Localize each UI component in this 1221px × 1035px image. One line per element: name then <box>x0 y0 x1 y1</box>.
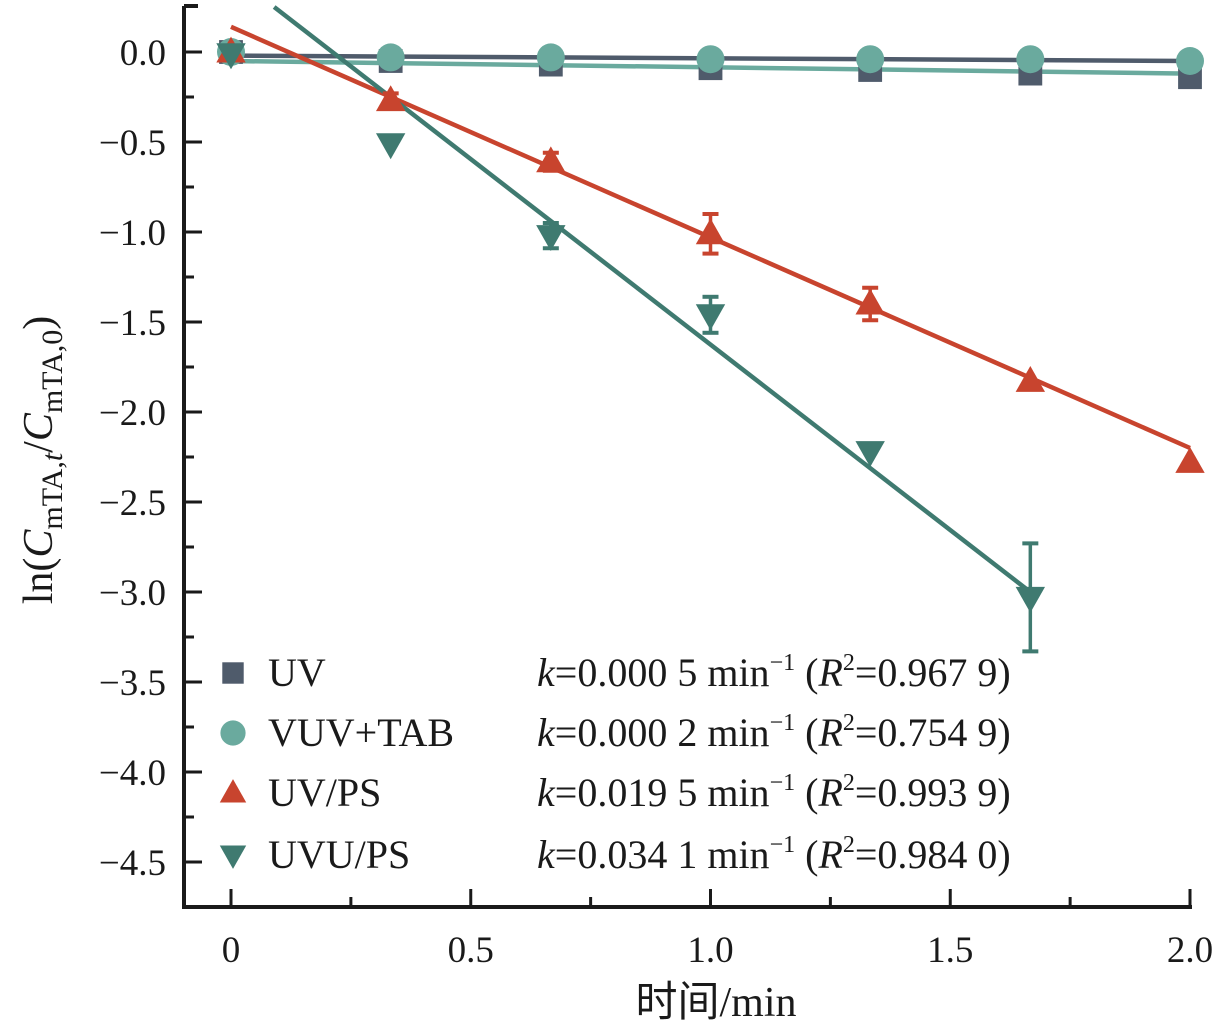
data-point-vuv-tab <box>1016 45 1045 74</box>
y-tick-label: −3.0 <box>99 573 166 614</box>
legend-marker-triangle-up <box>219 779 247 803</box>
y-tick-label: −2.5 <box>99 483 166 524</box>
data-point-uv-ps <box>1175 447 1205 473</box>
data-point-vuv-tab <box>376 43 405 72</box>
legend-label: UVU/PS <box>268 832 410 877</box>
legend-marker-circle <box>220 720 246 746</box>
rate-constant-annotation: k=0.034 1 min−1 (R2=0.984 0) <box>537 832 1011 877</box>
y-axis-title: ln(CmTA,t/CmTA,0) <box>16 316 69 605</box>
rate-constant-annotation: k=0.000 2 min−1 (R2=0.754 9) <box>537 710 1011 755</box>
data-point-vuv-tab <box>696 45 725 74</box>
data-point-uv-ps <box>536 146 566 173</box>
data-point-uvu-ps <box>855 441 885 467</box>
x-tick-label: 0 <box>222 930 241 971</box>
legend: UV k=0.000 5 min−1 (R2=0.967 9) VUV+TAB k=0… <box>219 650 1011 877</box>
y-tick-label: −1.5 <box>99 303 166 344</box>
data-point-vuv-tab <box>1176 47 1204 75</box>
data-point-vuv-tab <box>856 45 885 74</box>
data-point-uv-ps <box>695 218 726 245</box>
y-tick-label: 0.0 <box>120 33 166 74</box>
x-tick-label: 2.0 <box>1167 930 1213 971</box>
y-axis-title-text: ln(CmTA,t/CmTA,0) <box>16 316 69 605</box>
legend-label: VUV+TAB <box>268 710 454 755</box>
y-tick-label: −4.5 <box>99 843 166 884</box>
rate-constant-annotation: k=0.000 5 min−1 (R2=0.967 9) <box>537 650 1011 695</box>
x-tick-label: 1.0 <box>687 930 733 971</box>
data-point-vuv-tab <box>536 43 565 72</box>
data-point-uvu-ps <box>695 304 726 331</box>
x-tick-label: 0.5 <box>448 930 494 971</box>
data-point-uv-ps <box>1015 366 1046 392</box>
legend-label: UV/PS <box>268 770 381 815</box>
y-tick-label: −4.0 <box>99 753 166 794</box>
rate-constant-annotation: k=0.019 5 min−1 (R2=0.993 9) <box>537 770 1011 815</box>
data-point-uvu-ps <box>536 225 566 251</box>
data-point-uvu-ps <box>216 43 246 70</box>
y-tick-label: −1.0 <box>99 213 166 254</box>
data-point-uv-ps <box>375 85 406 112</box>
x-tick-label: 1.5 <box>927 930 973 971</box>
data-point-uvu-ps <box>375 133 406 160</box>
data-points <box>216 36 1205 654</box>
legend-item: UV k=0.000 5 min−1 (R2=0.967 9) <box>222 650 1011 695</box>
y-tick-label: −0.5 <box>99 123 166 164</box>
y-tick-label: −3.5 <box>99 663 166 704</box>
x-axis-title: 时间/min <box>635 980 796 1026</box>
axes: 0.0 −0.5 −1.0 −1.5 −2.0 −2.5 −3.0 −3.5 −4.0 −4.5 0… <box>99 4 1213 971</box>
legend-item: UV/PS k=0.019 5 min−1 (R2=0.993 9) <box>219 770 1011 815</box>
legend-marker-triangle-down <box>219 845 247 869</box>
legend-item: VUV+TAB k=0.000 2 min−1 (R2=0.754 9) <box>220 710 1011 755</box>
legend-item: UVU/PS k=0.034 1 min−1 (R2=0.984 0) <box>219 832 1011 877</box>
legend-marker-square <box>222 662 244 684</box>
legend-label: UV <box>268 650 326 695</box>
data-point-uvu-ps <box>1015 586 1046 613</box>
y-tick-label: −2.0 <box>99 393 166 434</box>
data-point-uv-ps <box>855 288 885 315</box>
